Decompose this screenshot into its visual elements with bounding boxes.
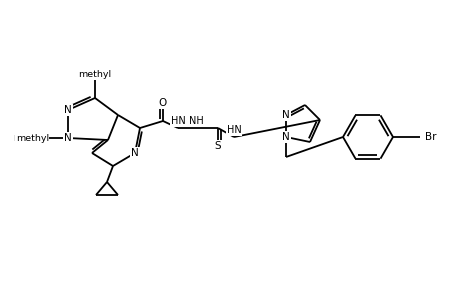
Text: Br: Br <box>424 132 436 142</box>
Text: N: N <box>64 133 72 143</box>
Text: methyl: methyl <box>16 134 49 142</box>
Text: methyl: methyl <box>44 137 49 139</box>
Text: methyl: methyl <box>41 137 46 139</box>
Text: methyl: methyl <box>44 137 48 139</box>
Text: N: N <box>281 110 289 120</box>
Text: HN: HN <box>170 116 185 126</box>
Text: N: N <box>281 132 289 142</box>
Text: methyl: methyl <box>43 137 47 139</box>
Text: N: N <box>64 105 72 115</box>
Text: NH: NH <box>188 116 203 126</box>
Text: N: N <box>131 148 139 158</box>
Text: HN: HN <box>226 125 241 135</box>
Text: methyl: methyl <box>13 133 47 143</box>
Text: S: S <box>214 141 221 151</box>
Text: N: N <box>64 105 72 115</box>
Text: methyl: methyl <box>78 70 112 79</box>
Text: N: N <box>64 133 72 143</box>
Text: O: O <box>158 98 167 108</box>
Text: methyl: methyl <box>41 137 46 139</box>
